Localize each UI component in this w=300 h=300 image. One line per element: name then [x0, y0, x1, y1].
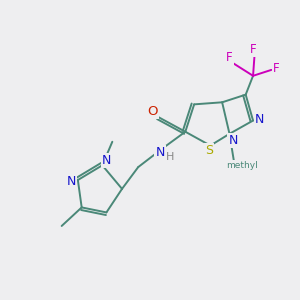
Text: F: F	[250, 43, 256, 56]
Text: S: S	[205, 144, 213, 158]
Text: H: H	[166, 152, 174, 162]
Text: methyl: methyl	[226, 161, 258, 170]
Text: N: N	[102, 154, 111, 166]
Text: N: N	[228, 134, 238, 147]
Text: N: N	[255, 112, 264, 126]
Text: F: F	[273, 62, 280, 75]
Text: N: N	[155, 146, 165, 159]
Text: O: O	[147, 105, 158, 118]
Text: F: F	[226, 51, 233, 64]
Text: N: N	[67, 175, 76, 188]
